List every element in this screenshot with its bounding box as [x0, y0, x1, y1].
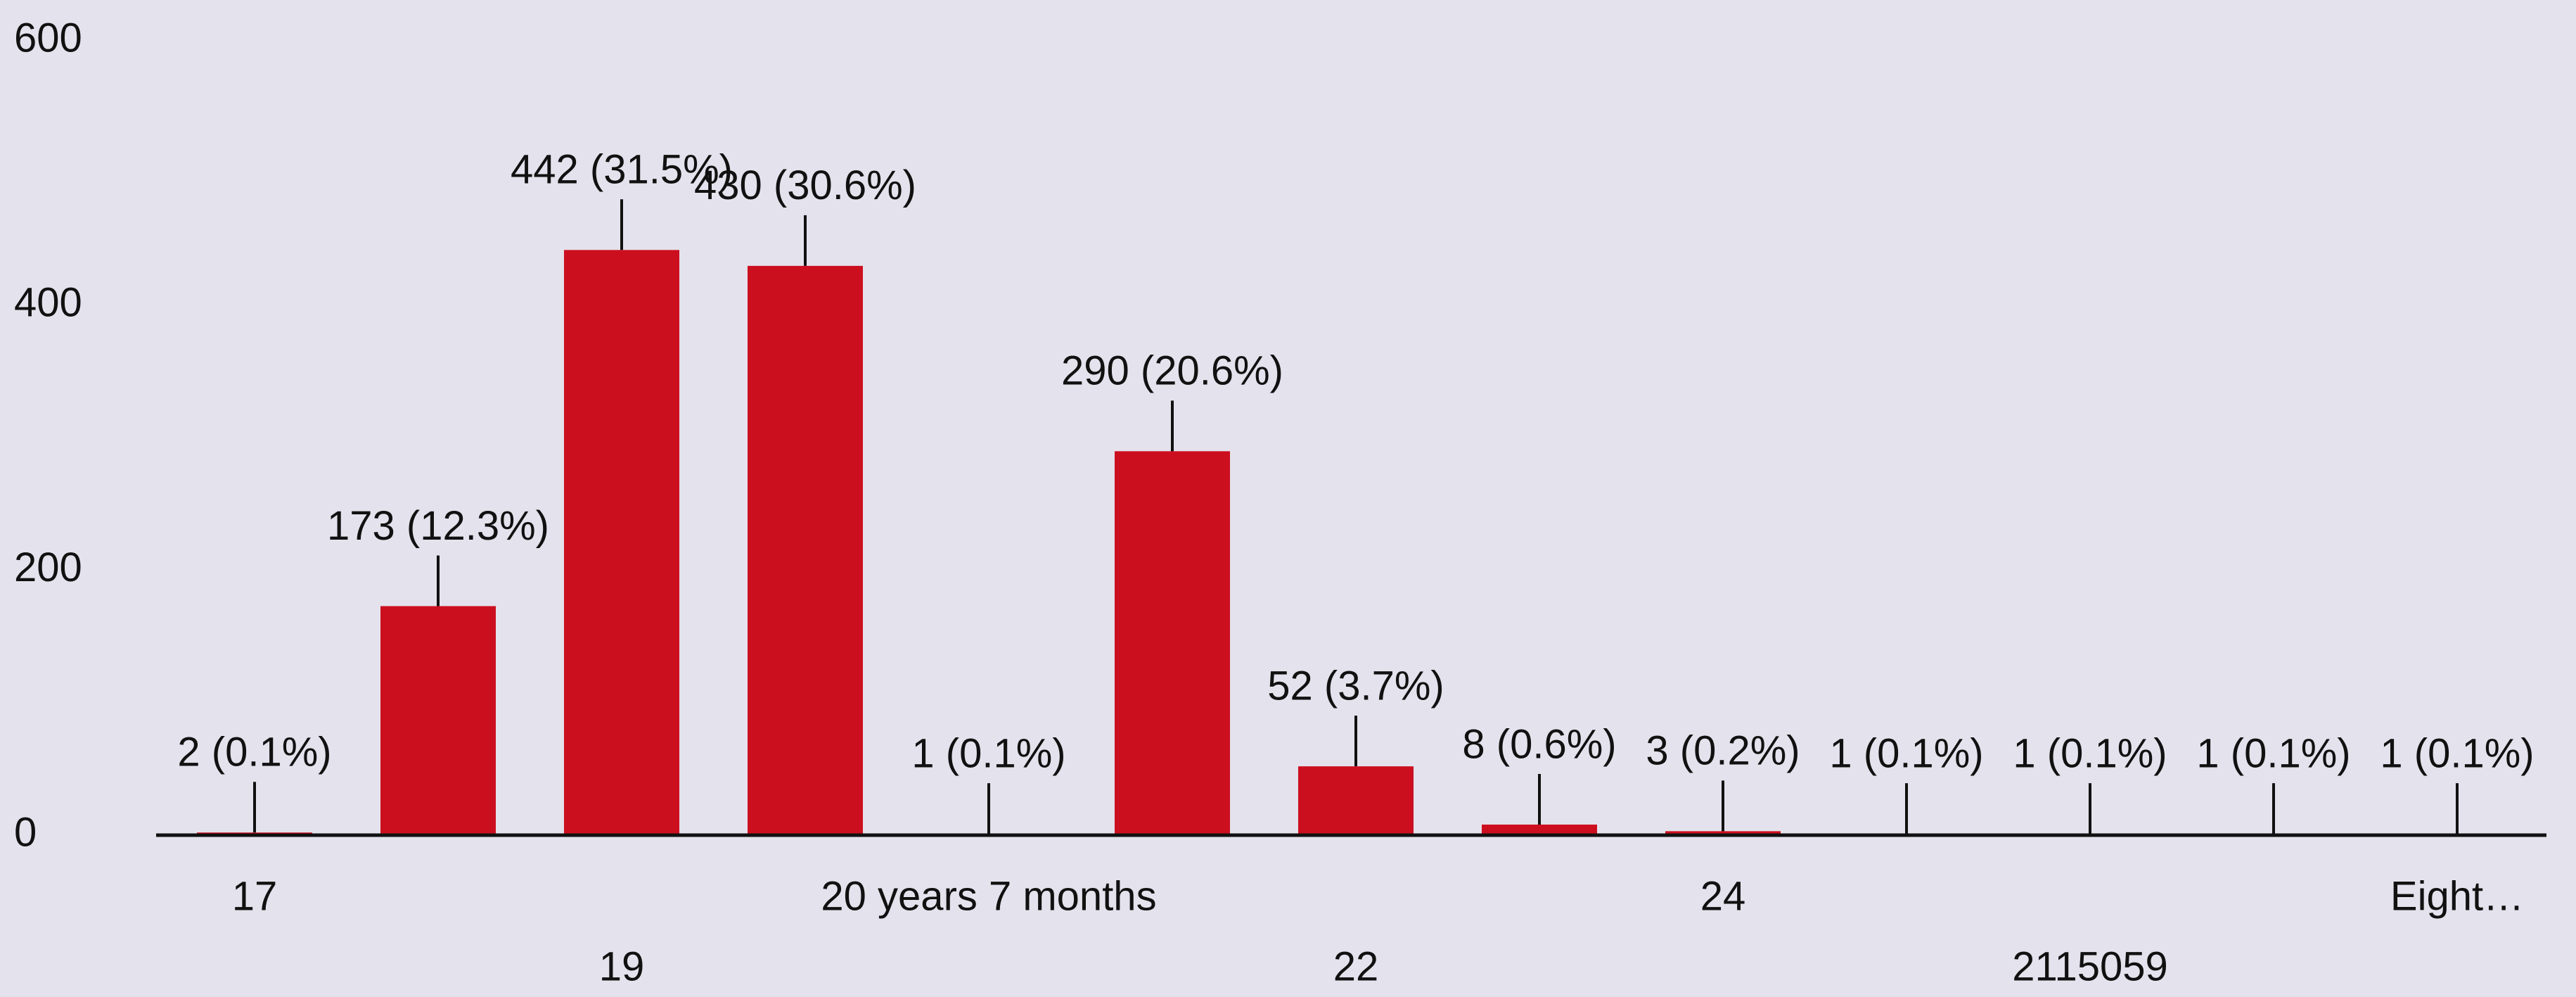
value-label: 442 (31.5%) — [511, 147, 733, 193]
x-tick-label: 2115059 — [2012, 944, 2168, 989]
value-label: 173 (12.3%) — [327, 503, 549, 549]
bar — [380, 606, 496, 835]
value-label: 1 (0.1%) — [2380, 730, 2534, 776]
bar — [1298, 766, 1414, 835]
value-label: 8 (0.6%) — [1462, 721, 1616, 767]
bar — [1665, 831, 1781, 835]
value-label: 290 (20.6%) — [1061, 348, 1283, 394]
value-label: 2 (0.1%) — [177, 730, 331, 775]
bar — [1482, 824, 1597, 835]
value-label: 430 (30.6%) — [694, 163, 916, 208]
value-label: 52 (3.7%) — [1267, 663, 1444, 709]
value-label: 1 (0.1%) — [1829, 730, 1983, 776]
x-tick-label: 17 — [232, 873, 278, 919]
y-tick-label: 0 — [14, 809, 37, 855]
value-label: 1 (0.1%) — [911, 730, 1065, 776]
bar — [564, 250, 679, 835]
value-label: 3 (0.2%) — [1646, 728, 1800, 774]
value-label: 1 (0.1%) — [2196, 730, 2350, 776]
value-label: 1 (0.1%) — [2013, 730, 2167, 776]
x-tick-label: 20 years 7 months — [821, 873, 1156, 919]
x-tick-label: 24 — [1700, 873, 1746, 919]
y-tick-label: 600 — [14, 15, 82, 61]
x-tick-label: 22 — [1333, 944, 1379, 989]
y-tick-label: 400 — [14, 280, 82, 326]
bar — [1115, 451, 1230, 835]
y-tick-label: 200 — [14, 545, 82, 590]
x-tick-label: Eight… — [2390, 873, 2524, 919]
bar — [748, 265, 863, 836]
x-tick-label: 19 — [599, 944, 645, 989]
